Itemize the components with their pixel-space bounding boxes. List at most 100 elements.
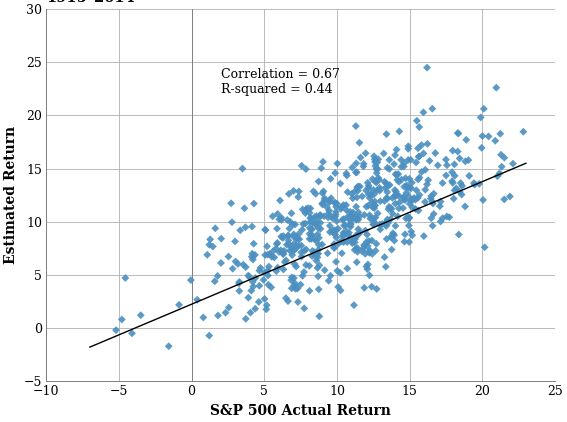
- Point: [325, 229, 335, 235]
- Point: [355, 213, 364, 220]
- Point: [404, 146, 413, 152]
- Point: [387, 234, 396, 241]
- Point: [375, 184, 384, 191]
- Point: [380, 185, 390, 192]
- Point: [353, 245, 362, 252]
- Point: [272, 245, 281, 252]
- Point: [238, 165, 247, 172]
- Point: [373, 210, 382, 217]
- Point: [368, 176, 377, 182]
- Point: [328, 227, 337, 234]
- Point: [402, 189, 411, 196]
- Point: [255, 267, 264, 274]
- Point: [267, 253, 276, 260]
- Point: [279, 251, 288, 257]
- Point: [306, 219, 315, 225]
- Point: [342, 170, 351, 177]
- Point: [248, 223, 257, 230]
- Point: [397, 163, 406, 170]
- Point: [320, 267, 329, 273]
- Point: [476, 114, 485, 121]
- Y-axis label: Estimated Return: Estimated Return: [4, 126, 18, 264]
- Point: [213, 312, 222, 319]
- Point: [402, 182, 411, 189]
- Point: [417, 168, 426, 175]
- Point: [343, 189, 352, 195]
- Point: [293, 285, 302, 292]
- Point: [401, 175, 410, 181]
- Point: [400, 231, 409, 238]
- Point: [342, 172, 352, 179]
- Point: [302, 208, 311, 215]
- Point: [395, 193, 404, 200]
- Point: [302, 206, 311, 212]
- Point: [294, 242, 303, 249]
- Point: [363, 266, 372, 273]
- Point: [374, 176, 383, 183]
- Point: [308, 219, 318, 226]
- Point: [308, 253, 317, 260]
- Point: [362, 187, 371, 194]
- Point: [263, 251, 272, 258]
- Point: [255, 282, 264, 289]
- Point: [370, 159, 379, 165]
- Point: [315, 235, 324, 241]
- Point: [363, 243, 372, 249]
- Point: [341, 202, 350, 208]
- Point: [336, 180, 345, 187]
- Point: [365, 195, 374, 201]
- Point: [424, 177, 433, 184]
- Point: [415, 192, 424, 198]
- Point: [413, 176, 422, 183]
- Point: [370, 202, 379, 208]
- Point: [396, 157, 405, 163]
- Point: [376, 198, 385, 205]
- Point: [277, 216, 286, 223]
- Point: [414, 124, 424, 130]
- Point: [231, 258, 240, 265]
- Point: [332, 234, 341, 241]
- Point: [297, 242, 306, 249]
- Point: [248, 250, 257, 257]
- Point: [249, 241, 258, 247]
- Point: [327, 214, 336, 220]
- Point: [385, 165, 394, 172]
- Point: [315, 213, 324, 220]
- Point: [328, 229, 337, 235]
- Point: [470, 181, 479, 188]
- Point: [359, 284, 369, 291]
- Point: [387, 206, 396, 212]
- Point: [294, 231, 303, 238]
- Point: [247, 287, 256, 294]
- Point: [273, 264, 282, 271]
- Point: [401, 197, 410, 203]
- Point: [395, 205, 404, 212]
- Point: [448, 179, 458, 186]
- Point: [423, 141, 432, 147]
- Point: [371, 162, 380, 169]
- Point: [372, 241, 381, 247]
- Point: [478, 133, 487, 139]
- Point: [305, 225, 314, 231]
- Point: [338, 233, 347, 239]
- Point: [404, 143, 413, 149]
- Point: [447, 169, 456, 176]
- Point: [345, 216, 354, 222]
- Point: [314, 246, 323, 253]
- Point: [380, 179, 389, 185]
- Point: [325, 222, 335, 229]
- Point: [260, 295, 269, 302]
- Point: [314, 250, 323, 257]
- Point: [281, 295, 290, 301]
- Point: [261, 227, 270, 234]
- Point: [359, 242, 369, 249]
- Point: [210, 278, 219, 285]
- Point: [316, 219, 325, 226]
- Point: [318, 241, 327, 248]
- Point: [306, 205, 315, 212]
- Point: [355, 230, 364, 237]
- Point: [379, 150, 388, 157]
- Point: [492, 84, 501, 91]
- Point: [410, 195, 419, 201]
- Point: [415, 174, 424, 181]
